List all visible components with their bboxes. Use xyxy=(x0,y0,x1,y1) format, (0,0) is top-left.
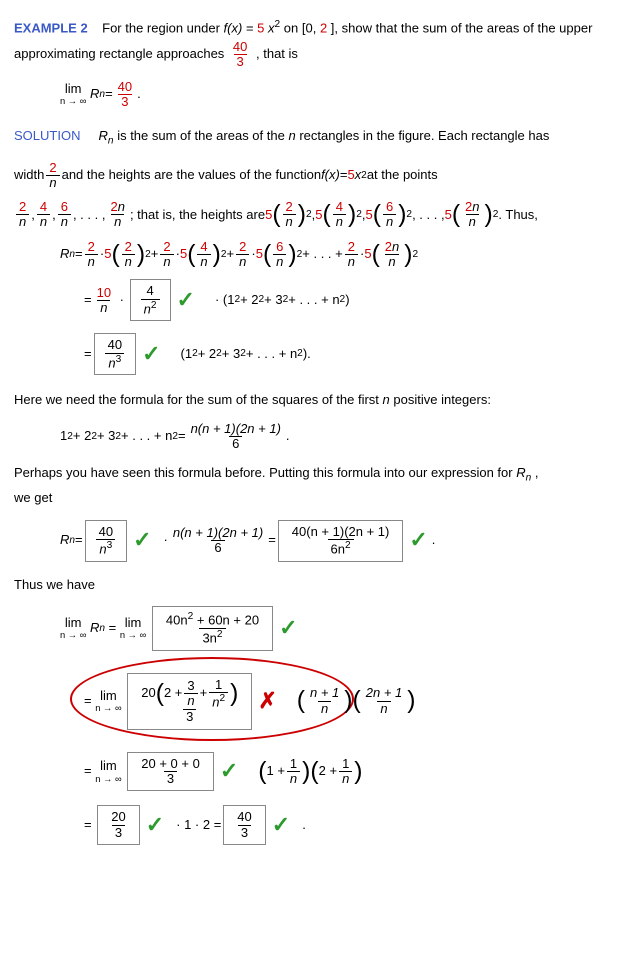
that-is: , that is xyxy=(256,46,298,61)
frac-2-n-a: 2 n xyxy=(46,161,59,191)
box-poly: 40n2 + 60n + 20 3n2 xyxy=(152,606,273,650)
eq1: = xyxy=(246,20,257,35)
eq-lim: = xyxy=(105,83,113,106)
box-40-n3-b: 40 n3 xyxy=(85,520,127,562)
sol-2b: and the heights are the values of the fu… xyxy=(62,164,321,187)
limit-step-3: = lim n → ∞ 20 + 0 + 0 3 ✓ ( 1 + 1n ) ( … xyxy=(84,752,620,792)
check-icon: ✓ xyxy=(272,806,290,845)
rn-product: Rn = 40 n3 ✓ · n(n + 1)(2n + 1) 6 = 40(n… xyxy=(60,520,620,562)
sum-sq-formula: 12 + 22 + 32 + . . . + n2 = n(n + 1)(2n … xyxy=(60,422,620,452)
sequence-line: 2 n , 4 n , 6 n , . . . , 2n n ; that is… xyxy=(14,200,620,230)
R-1: R xyxy=(90,83,99,106)
lim: lim xyxy=(65,82,82,96)
on-txt: on [0, xyxy=(284,20,320,35)
check-icon: ✓ xyxy=(220,752,238,791)
sq-a: 2 xyxy=(275,19,281,30)
check-icon: ✓ xyxy=(133,521,151,560)
frac-40-3-b: 40 3 xyxy=(115,80,135,110)
sol-2c: at the points xyxy=(367,164,438,187)
five-a: 5 xyxy=(257,20,264,35)
width-line: width 2 n and the heights are the values… xyxy=(14,161,620,191)
step-3: = 40 n3 ✓ (12 + 22 + 32 + . . . + n2 ). xyxy=(84,333,620,375)
example-label: EXAMPLE 2 xyxy=(14,20,88,35)
box-40-3: 40 3 xyxy=(223,805,265,845)
check-icon: ✓ xyxy=(409,521,427,560)
limit-step-4: = 20 3 ✓ · 1 · 2 = 40 3 ✓ . xyxy=(84,805,620,845)
rn-expansion: Rn = 2n · 5( 2n )2 + 2n · 5( 4n )2 + 2n … xyxy=(60,240,620,270)
example-heading-block: EXAMPLE 2 For the region under f(x) = 5 … xyxy=(14,16,620,70)
check-icon: ✓ xyxy=(146,806,164,845)
dot: . xyxy=(137,83,141,106)
step-2: = 10 n · 4 n2 ✓ · (12 + 22 + 32 + . . . … xyxy=(84,279,620,321)
check-icon: ✓ xyxy=(279,609,297,648)
limit-step-2-circled: = lim n → ∞ 20( 2 + 3n + 1n2 ) 3 ✗ ( n +… xyxy=(84,665,620,738)
perhaps-line: Perhaps you have seen this formula befor… xyxy=(14,462,620,510)
solution-block: SOLUTION Rn is the sum of the areas of t… xyxy=(14,125,620,150)
fx: f(x) xyxy=(224,20,243,35)
limit-statement: lim n → ∞ Rn = 40 3 . xyxy=(60,80,620,110)
R-2: R xyxy=(99,128,108,143)
need-formula-text: Here we need the formula for the sum of … xyxy=(14,389,620,412)
sol-1b: rectangles in the figure. Each rectangle… xyxy=(299,128,549,143)
box-20-3: 20 3 xyxy=(97,805,139,845)
two-a: 2 xyxy=(320,20,327,35)
brkt: ], show that the sum of the areas of xyxy=(331,20,534,35)
check-icon: ✓ xyxy=(177,281,195,320)
box-40-n3: 40 n3 xyxy=(94,333,136,375)
frac-40-3-a: 40 3 xyxy=(230,40,250,70)
Rsub-2: n xyxy=(108,136,114,147)
solution-label: SOLUTION xyxy=(14,128,80,143)
sol-2a: width xyxy=(14,164,44,187)
box-20-expr: 20( 2 + 3n + 1n2 ) 3 xyxy=(127,673,252,730)
box-20-0-0: 20 + 0 + 0 3 xyxy=(127,752,214,792)
sol-1a: is the sum of the areas of the xyxy=(117,128,288,143)
n-it: n xyxy=(288,128,295,143)
check-icon: ✓ xyxy=(142,335,160,374)
limit-step-1: lim n → ∞ Rn = lim n → ∞ 40n2 + 60n + 20… xyxy=(60,606,620,650)
box-final-rn: 40(n + 1)(2n + 1) 6n2 xyxy=(278,520,404,562)
n-inf: n → ∞ xyxy=(60,96,86,106)
heights-txt: ; that is, the heights are xyxy=(130,204,265,227)
thus-we-have: Thus we have xyxy=(14,574,620,597)
intro-text-1: For the region under xyxy=(102,20,223,35)
cross-icon: ✗ xyxy=(258,682,276,721)
box-4-n2: 4 n2 xyxy=(130,279,171,321)
thus: . Thus, xyxy=(498,204,538,227)
fx-2: f(x) xyxy=(321,164,340,187)
